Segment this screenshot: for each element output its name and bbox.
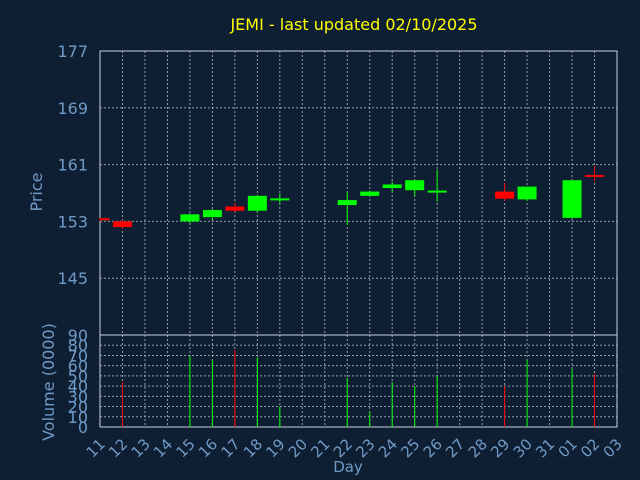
candle-body: [247, 195, 267, 211]
x-tick-label: 03: [600, 435, 626, 461]
price-panel: 177 169 161 153 145: [57, 42, 618, 336]
candle-body: [225, 206, 245, 211]
candle-body: [562, 180, 582, 218]
candle-body: [495, 191, 515, 199]
price-frame: [99, 50, 618, 336]
volume-tick-label: 0: [78, 418, 88, 437]
price-axis-label: Price: [27, 172, 46, 211]
volume-tick-label: 80: [68, 336, 88, 355]
volume-tick-label: 60: [68, 357, 88, 376]
candle-body: [585, 174, 605, 177]
price-tick-label: 169: [57, 99, 88, 118]
volume-frame: [99, 334, 618, 428]
price-tick-label: 153: [57, 212, 88, 231]
volume-axis-label: Volume (0000): [39, 323, 58, 441]
volume-tick-label: 30: [68, 387, 88, 406]
candle-body: [382, 184, 402, 189]
candle-body: [517, 186, 537, 200]
candle-body: [180, 214, 200, 222]
volume-tick-label: 50: [68, 367, 88, 386]
volume-tick-label: 20: [68, 398, 88, 417]
volume-tick-label: 10: [68, 408, 88, 427]
volume-tick-label: 70: [68, 346, 88, 365]
candle-body: [337, 200, 357, 206]
price-tick-label: 145: [57, 269, 88, 288]
candle-body: [270, 198, 290, 201]
price-tick-label: 161: [57, 156, 88, 175]
candle-body: [100, 218, 110, 221]
candle-body: [427, 190, 447, 193]
chart-title: JEMI - last updated 02/10/2025: [229, 15, 477, 34]
x-axis-label: Day: [333, 458, 363, 476]
candle-body: [112, 221, 132, 228]
volume-tick-label: 90: [68, 326, 88, 345]
volume-tick-label: 40: [68, 377, 88, 396]
candle-body: [202, 210, 222, 218]
candle-body: [405, 180, 425, 191]
candle-body: [360, 191, 380, 196]
price-tick-label: 177: [57, 42, 88, 61]
